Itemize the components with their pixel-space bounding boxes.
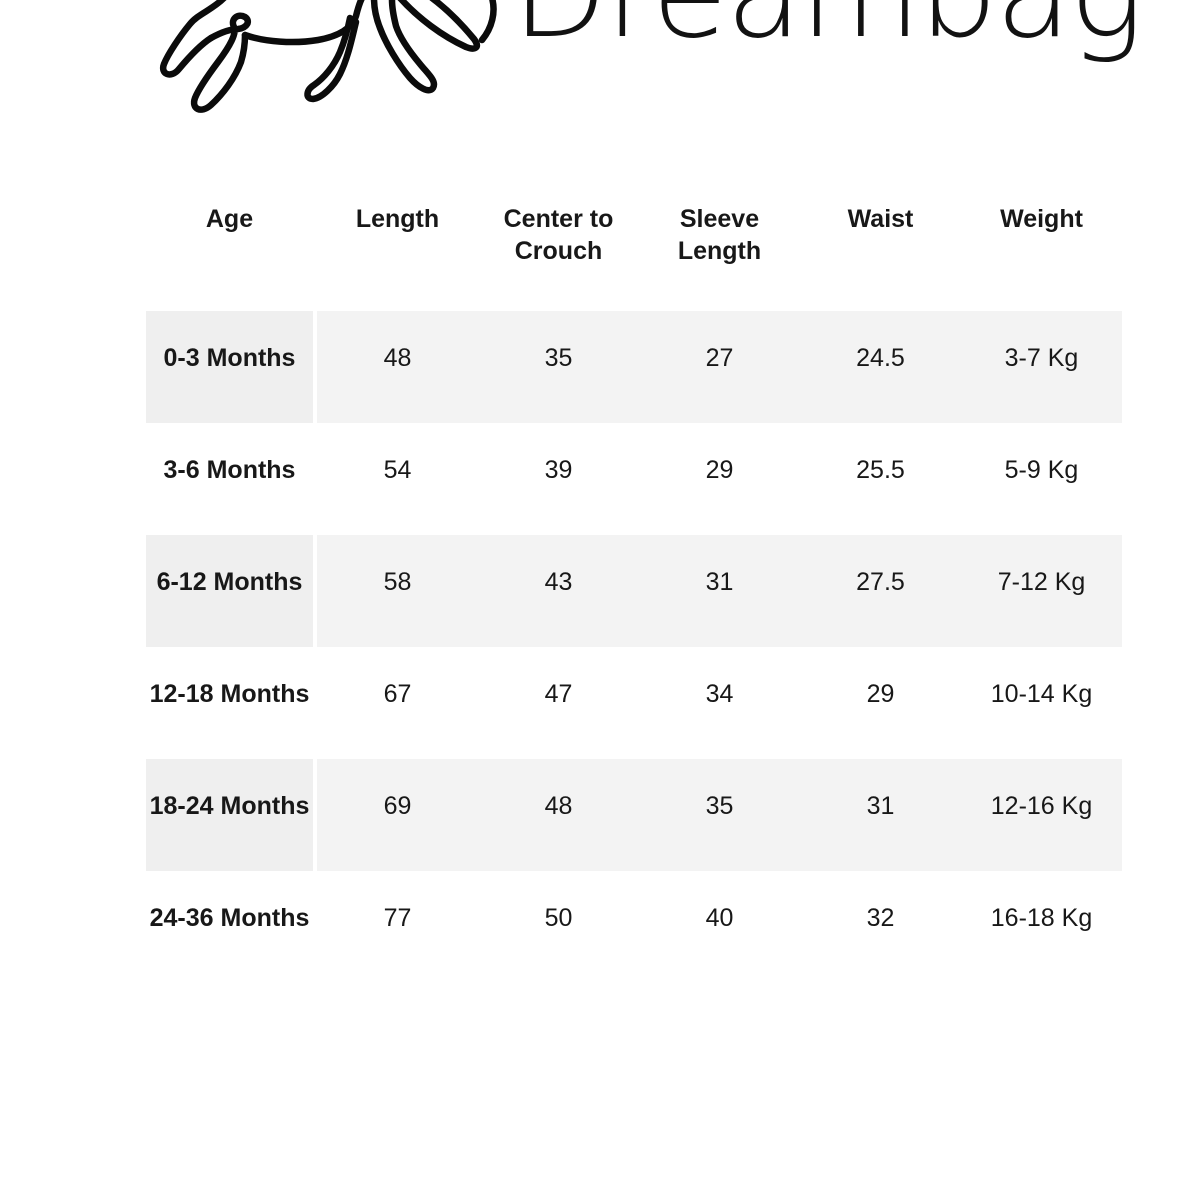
- value-cell: 34: [705, 680, 734, 708]
- value-cell: 29: [705, 456, 734, 484]
- column-header-sleeve-length: Sleeve Length: [677, 205, 762, 265]
- column-header-age: Age: [205, 205, 254, 233]
- value-cell: 5-9 Kg: [1004, 456, 1079, 484]
- value-cell: 29: [866, 680, 895, 708]
- value-cell: 39: [544, 456, 573, 484]
- value-cell: 3-7 Kg: [961, 311, 1122, 423]
- size-chart-table: Age Length Center to Crouch Sleeve Lengt…: [146, 197, 1124, 983]
- value-cell: 35: [478, 311, 639, 423]
- value-cell: 25.5: [856, 456, 905, 484]
- table-row: 6-12 Months 58 43 31 27.5 7-12 Kg: [146, 535, 1124, 647]
- value-cell: 31: [800, 759, 961, 871]
- value-cell: 58: [317, 535, 478, 647]
- value-cell: 27: [639, 311, 800, 423]
- table-row: 3-6 Months 54 39 29 25.5 5-9 Kg: [146, 423, 1124, 535]
- value-cell: 77: [383, 904, 412, 932]
- value-cell: 48: [317, 311, 478, 423]
- value-cell: 32: [866, 904, 895, 932]
- age-cell: 18-24 Months: [146, 759, 313, 871]
- column-header-waist: Waist: [847, 205, 914, 233]
- value-cell: 35: [639, 759, 800, 871]
- column-header-length: Length: [355, 205, 440, 233]
- column-header-weight: Weight: [1000, 205, 1083, 233]
- value-cell: 69: [317, 759, 478, 871]
- value-cell: 40: [705, 904, 734, 932]
- value-cell: 67: [383, 680, 412, 708]
- table-header-row: Age Length Center to Crouch Sleeve Lengt…: [146, 197, 1124, 311]
- value-cell: 54: [383, 456, 412, 484]
- value-cell: 7-12 Kg: [961, 535, 1122, 647]
- age-cell: 3-6 Months: [163, 456, 296, 484]
- value-cell: 47: [544, 680, 573, 708]
- value-cell: 10-14 Kg: [990, 680, 1093, 708]
- table-row: 18-24 Months 69 48 35 31 12-16 Kg: [146, 759, 1124, 871]
- table-row: 24-36 Months 77 50 40 32 16-18 Kg: [146, 871, 1124, 983]
- table-row: 12-18 Months 67 47 34 29 10-14 Kg: [146, 647, 1124, 759]
- value-cell: 27.5: [800, 535, 961, 647]
- table-row: 0-3 Months 48 35 27 24.5 3-7 Kg: [146, 311, 1124, 423]
- value-cell: 48: [478, 759, 639, 871]
- age-cell: 6-12 Months: [146, 535, 313, 647]
- age-cell: 12-18 Months: [149, 680, 310, 708]
- age-cell: 0-3 Months: [146, 311, 313, 423]
- value-cell: 43: [478, 535, 639, 647]
- brand-header: Dreambag: [0, 0, 1200, 124]
- column-header-center-to-crouch: Center to Crouch: [503, 205, 614, 265]
- age-cell: 24-36 Months: [149, 904, 310, 932]
- value-cell: 16-18 Kg: [990, 904, 1093, 932]
- horse-logo-icon: [159, 0, 497, 113]
- brand-wordmark: Dreambag: [512, 0, 1144, 66]
- value-cell: 31: [639, 535, 800, 647]
- value-cell: 12-16 Kg: [961, 759, 1122, 871]
- value-cell: 50: [544, 904, 573, 932]
- value-cell: 24.5: [800, 311, 961, 423]
